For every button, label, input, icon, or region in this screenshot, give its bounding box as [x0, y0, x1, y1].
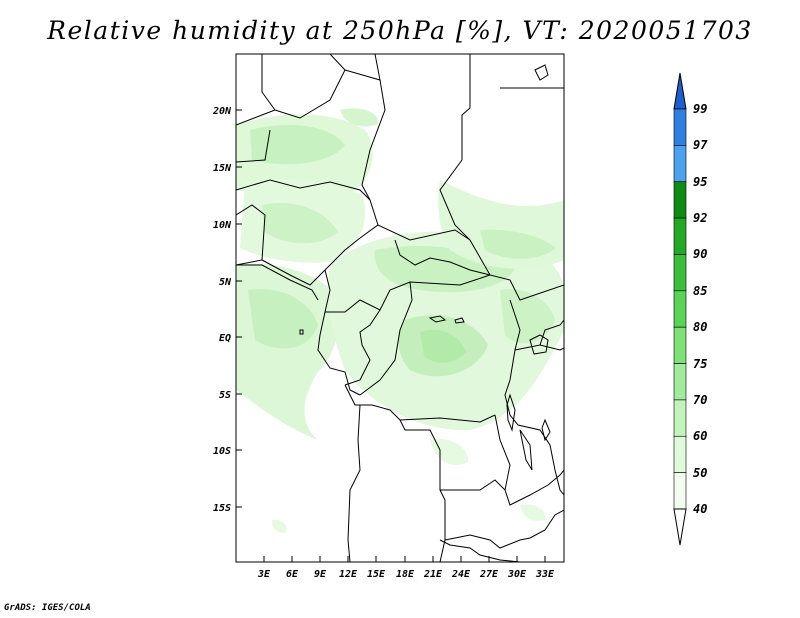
colorbar-swatch [673, 435, 687, 473]
colorbar-label: 50 [693, 466, 707, 480]
humidity-patch [250, 125, 345, 165]
humidity-patch [500, 289, 555, 344]
lon-label: 3E [257, 569, 271, 580]
lat-label: 10S [213, 446, 231, 457]
lon-label: 30E [507, 569, 527, 580]
colorbar-label: 97 [693, 138, 708, 152]
colorbar-swatch [673, 145, 687, 183]
humidity-patch [340, 108, 379, 127]
grads-credit: GrADS: IGES/COLA [4, 603, 91, 613]
lat-label: 5N [219, 277, 232, 288]
lat-label: 10N [213, 220, 232, 231]
lon-label: 33E [535, 569, 555, 580]
colorbar-swatch [673, 326, 687, 364]
humidity-patch [420, 329, 466, 363]
colorbar-label: 80 [693, 320, 707, 334]
lat-label: 20N [212, 106, 232, 117]
colorbar-label: 70 [693, 393, 707, 407]
lat-label: 5S [219, 390, 231, 401]
colorbar-swatch [673, 108, 687, 146]
colorbar-swatch [673, 181, 687, 219]
colorbar-label: 40 [693, 502, 707, 516]
colorbar-label: 85 [693, 284, 707, 298]
colorbar-swatch [673, 399, 687, 437]
humidity-patch [430, 438, 469, 466]
lat-label: EQ [219, 333, 231, 344]
colorbar-label: 95 [693, 175, 707, 189]
colorbar-label: 60 [693, 429, 707, 443]
colorbar-swatch [673, 254, 687, 292]
humidity-patch [272, 519, 287, 533]
colorbar-label: 90 [693, 247, 707, 261]
lon-label: 27E [479, 569, 499, 580]
humidity-patch [262, 203, 338, 244]
colorbar-swatch [673, 363, 687, 401]
colorbar-swatch [673, 290, 687, 328]
lon-label: 24E [451, 569, 471, 580]
lon-label: 12E [339, 569, 358, 580]
lon-label: 15E [367, 569, 386, 580]
humidity-patch [520, 504, 546, 522]
map-frame [235, 53, 565, 563]
lat-axis: 20N 15N 10N 5N EQ 5S 10S 15S [212, 106, 242, 514]
lon-label: 18E [396, 569, 415, 580]
lon-label: 9E [314, 569, 327, 580]
colorbar-swatch [673, 217, 687, 255]
colorbar-swatch [673, 472, 687, 510]
humidity-patch [480, 229, 556, 259]
lon-axis: 3E 6E 9E 12E 15E 18E 21E 24E 27E 30E 33E [257, 556, 555, 580]
colorbar-label: 99 [693, 102, 707, 116]
country-borders [236, 54, 564, 562]
colorbar: 99 97 95 92 90 85 80 75 70 60 50 40 [673, 72, 708, 546]
colorbar-bottom-arrow [673, 508, 687, 546]
chart-title: Relative humidity at 250hPa [%], VT: 202… [47, 16, 753, 45]
lon-label: 21E [423, 569, 443, 580]
lat-label: 15S [213, 503, 231, 514]
humidity-field [236, 54, 564, 562]
colorbar-top-arrow [673, 72, 687, 110]
lat-label: 15N [213, 163, 232, 174]
colorbar-label: 92 [693, 211, 707, 225]
lon-label: 6E [286, 569, 299, 580]
colorbar-label: 75 [693, 357, 707, 371]
